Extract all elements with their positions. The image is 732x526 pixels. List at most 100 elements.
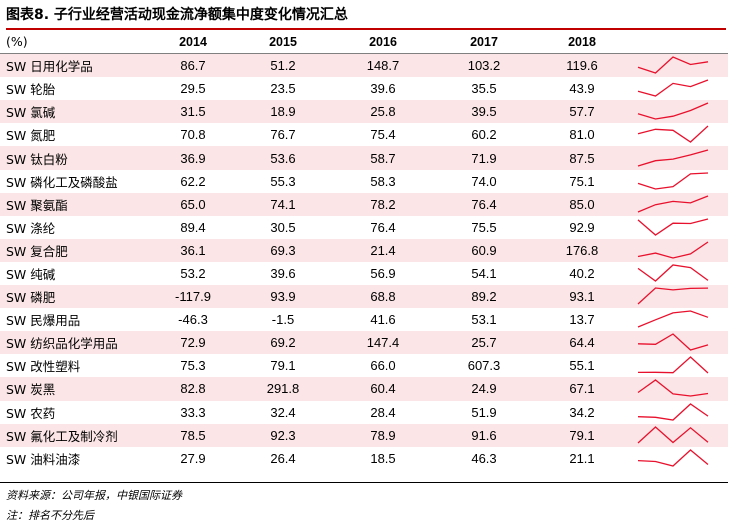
sparkline [637,125,709,144]
value-cell: -46.3 [178,312,208,328]
value-cell: 53.6 [234,146,332,170]
value-cell: 60.2 [471,127,497,143]
sparkline-path [637,241,709,259]
value-cell: 66.0 [370,358,396,374]
sparkline [637,379,709,398]
value-cell: 75.4 [370,127,396,143]
value-cell: 74.1 [234,192,332,216]
footnote: 注：排名不分先后 [6,509,94,522]
row-label: SW 纯碱 [6,266,56,282]
table-row: SW 纺织品化学用品 72.9 69.2 147.4 25.7 64.4 [0,331,728,355]
value-cell: 39.5 [434,100,534,124]
sparkline-path [637,425,709,444]
row-label: SW 民爆用品 [6,313,81,329]
sparkline [637,287,709,305]
sparkline-path [637,218,709,236]
sparkline-cell [630,216,728,239]
sparkline-path [637,125,709,144]
sparkline [637,195,709,213]
value-cell: -1.5 [271,312,295,328]
row-label: SW 炭黑 [0,377,152,401]
table-row: SW 改性塑料 75.3 79.1 66.0 607.3 55.1 [0,354,728,377]
value-cell: 35.5 [471,81,497,97]
value-cell: 25.8 [332,100,434,124]
sparkline [637,56,709,74]
value-cell: 147.4 [332,331,434,355]
sparkline-cell [630,100,728,124]
value-cell: 53.2 [180,265,206,281]
value-cell: 23.5 [270,81,296,97]
table-row: SW 油料油漆 27.9 26.4 18.5 46.3 21.1 [0,447,728,470]
year-header: 2015 [234,30,332,55]
value-cell: 75.3 [180,358,206,374]
value-cell: 41.6 [370,312,396,328]
value-cell: 68.8 [332,285,434,309]
value-cell: 103.2 [434,53,534,78]
value-cell: 78.2 [332,192,434,216]
value-cell: 75.5 [471,219,497,235]
header-row: (%) 2014 2015 2016 2017 2018 [0,30,728,55]
value-cell: 58.7 [332,146,434,170]
sparkline-cell [630,262,728,285]
value-cell: 89.2 [434,285,534,309]
unit-header: (%) [0,30,152,55]
sparkline [637,333,709,351]
year-header: 2017 [434,30,534,55]
value-cell: 21.4 [332,238,434,262]
sparkline-cell [630,331,728,355]
sparkline-cell [630,423,728,447]
table-body: SW 日用化学品 86.7 51.2 148.7 103.2 119.6 SW 轮胎 29.5… [0,53,728,470]
row-label: SW 日用化学品 [0,53,152,78]
sparkline-header [630,30,728,55]
value-cell: 56.9 [370,265,396,281]
sparkline [637,448,709,467]
summary-table: (%) 2014 2015 2016 2017 2018 SW 日用化学品 86.… [0,30,728,470]
table-row: SW 纯碱 53.2 39.6 56.9 54.1 40.2 [0,262,728,285]
sparkline-cell [630,377,728,401]
value-cell: 65.0 [152,192,234,216]
value-cell: 39.6 [370,81,396,97]
row-label: SW 轮胎 [6,82,56,98]
row-label: SW 聚氨酯 [0,192,152,216]
value-cell: 64.4 [534,331,630,355]
sparkline-cell [630,170,728,193]
sparkline-path [637,264,709,282]
value-cell: 607.3 [467,358,501,374]
value-cell: 24.9 [434,377,534,401]
row-label: SW 油料油漆 [6,451,81,467]
table-row: SW 涤纶 89.4 30.5 76.4 75.5 92.9 [0,216,728,239]
table-row: SW 磷化工及磷酸盐 62.2 55.3 58.3 74.0 75.1 [0,170,728,193]
sparkline [637,171,709,190]
sparkline [637,148,709,167]
table-row: SW 轮胎 29.5 23.5 39.6 35.5 43.9 [0,77,728,100]
value-cell: 78.5 [152,423,234,447]
value-cell: 71.9 [434,146,534,170]
sparkline [637,402,709,421]
table-row: SW 炭黑 82.8 291.8 60.4 24.9 67.1 [0,377,728,401]
value-cell: 13.7 [569,312,595,328]
value-cell: 70.8 [180,127,206,143]
value-cell: 93.9 [234,285,332,309]
year-header: 2018 [534,30,630,55]
row-label: SW 纺织品化学用品 [0,331,152,355]
value-cell: 28.4 [370,404,396,420]
row-label: SW 复合肥 [0,238,152,262]
value-cell: 82.8 [152,377,234,401]
sparkline-path [637,56,709,74]
value-cell: 18.5 [370,450,396,466]
value-cell: 74.0 [471,173,497,189]
sparkline-path [637,356,709,374]
value-cell: 29.5 [180,81,206,97]
value-cell: 76.4 [370,219,396,235]
table-row: SW 复合肥 36.1 69.3 21.4 60.9 176.8 [0,238,728,262]
row-label: SW 改性塑料 [6,359,81,375]
sparkline [637,310,709,328]
sparkline [637,241,709,259]
source-note: 资料来源：公司年报，中银国际证券 [6,489,182,502]
value-cell: 25.7 [434,331,534,355]
sparkline [637,356,709,374]
sparkline-cell [630,285,728,309]
value-cell: 92.3 [234,423,332,447]
sparkline-path [637,102,709,120]
value-cell: 32.4 [270,404,296,420]
